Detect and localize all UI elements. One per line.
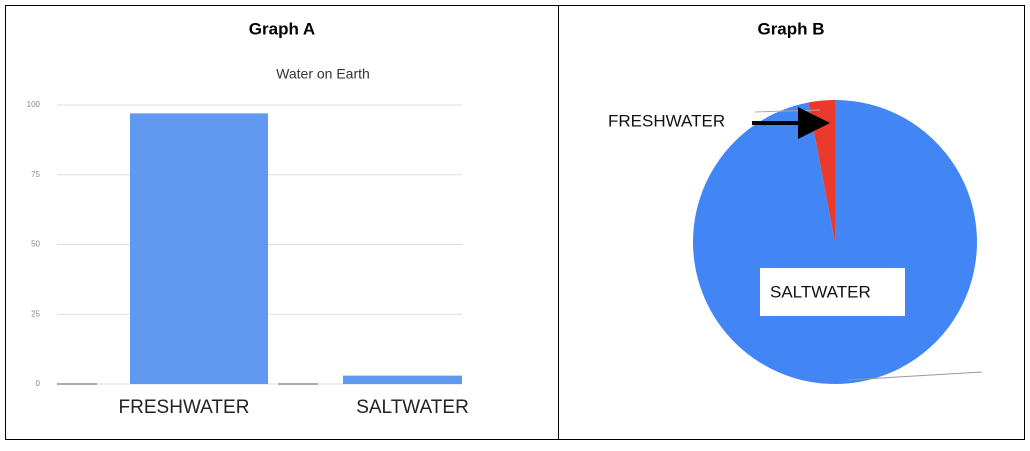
panel-label: Graph B	[757, 19, 824, 38]
slice-label: FRESHWATER	[608, 111, 725, 130]
bar	[343, 375, 462, 384]
x-tick-label: SALTWATER	[356, 397, 469, 418]
y-tick-label: 0	[36, 379, 41, 388]
y-tick-label: 100	[27, 100, 41, 109]
label-box	[760, 268, 905, 316]
leader-line	[847, 371, 983, 381]
y-tick-label: 75	[31, 170, 40, 179]
y-tick-label: 25	[31, 309, 40, 318]
x-tick-label: FRESHWATER	[119, 397, 250, 418]
bar	[130, 113, 268, 385]
chart-title: Water on Earth	[276, 66, 370, 82]
y-tick-label: 50	[31, 240, 40, 249]
slice-label: SALTWATER	[770, 282, 871, 301]
panel-label: Graph A	[249, 19, 315, 38]
